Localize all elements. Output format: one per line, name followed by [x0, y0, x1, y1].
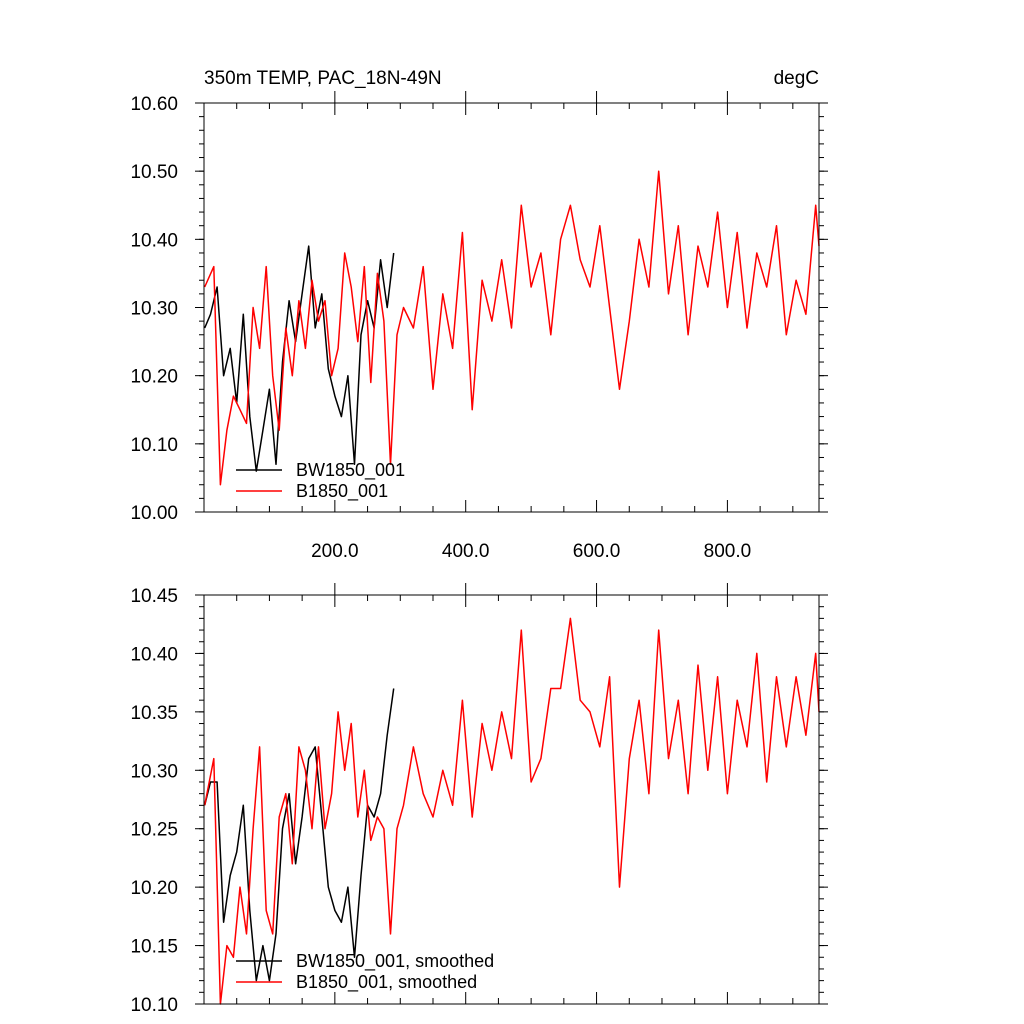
series-line-0-0 — [204, 245, 395, 472]
bottom-legend: BW1850_001, smoothed B1850_001, smoothed — [236, 951, 494, 993]
y-tick-label: 10.45 — [130, 586, 178, 607]
y-tick-label: 10.40 — [130, 230, 178, 251]
y-tick-label: 10.40 — [130, 644, 178, 665]
y-tick-label: 10.30 — [130, 761, 178, 782]
legend-label-b1850-smoothed: B1850_001, smoothed — [296, 972, 477, 993]
y-tick-label: 10.30 — [130, 299, 178, 320]
top-legend: BW1850_001 B1850_001 — [236, 460, 405, 502]
bottom-label-layer: 10.10 10.15 10.20 10.25 10.30 10.35 10.40 10.45 — [130, 586, 178, 1016]
top-plot-frame — [203, 102, 820, 513]
y-tick-label: 10.10 — [130, 435, 178, 456]
legend-label-bw1850-smoothed: BW1850_001, smoothed — [296, 951, 494, 972]
x-tick-label: 800.0 — [704, 541, 752, 562]
x-tick-label: 600.0 — [573, 541, 621, 562]
top-series-layer — [204, 170, 820, 486]
series-line-0-1 — [204, 170, 820, 486]
chart-title: 350m TEMP, PAC_18N-49N — [204, 68, 442, 89]
top-tick-layer — [195, 91, 828, 513]
bottom-plot-frame — [203, 594, 820, 1005]
series-line-1-0 — [203, 688, 395, 982]
series-line-1-1 — [203, 617, 820, 1005]
y-tick-label: 10.35 — [130, 703, 178, 724]
y-tick-label: 10.15 — [130, 937, 178, 958]
y-tick-label: 10.00 — [130, 503, 178, 524]
y-tick-label: 10.60 — [130, 94, 178, 115]
bottom-tick-layer — [195, 583, 828, 1005]
y-tick-label: 10.50 — [130, 162, 178, 183]
y-tick-label: 10.10 — [130, 995, 178, 1016]
top-panel: 10.00 10.10 10.20 10.30 10.40 10.50 10.60 200.0… — [130, 68, 828, 562]
y-tick-label: 10.20 — [130, 367, 178, 388]
bottom-series-layer — [203, 617, 820, 1005]
legend-label-bw1850: BW1850_001 — [296, 460, 405, 481]
bottom-panel: 10.10 10.15 10.20 10.25 10.30 10.35 10.40 10.45… — [130, 583, 828, 1016]
top-label-layer: 10.00 10.10 10.20 10.30 10.40 10.50 10.60 200.0… — [130, 94, 751, 562]
x-tick-label: 200.0 — [311, 541, 359, 562]
legend-label-b1850: B1850_001 — [296, 481, 388, 502]
x-tick-label: 400.0 — [442, 541, 490, 562]
y-tick-label: 10.25 — [130, 820, 178, 841]
y-tick-label: 10.20 — [130, 878, 178, 899]
units-label: degC — [774, 68, 819, 89]
